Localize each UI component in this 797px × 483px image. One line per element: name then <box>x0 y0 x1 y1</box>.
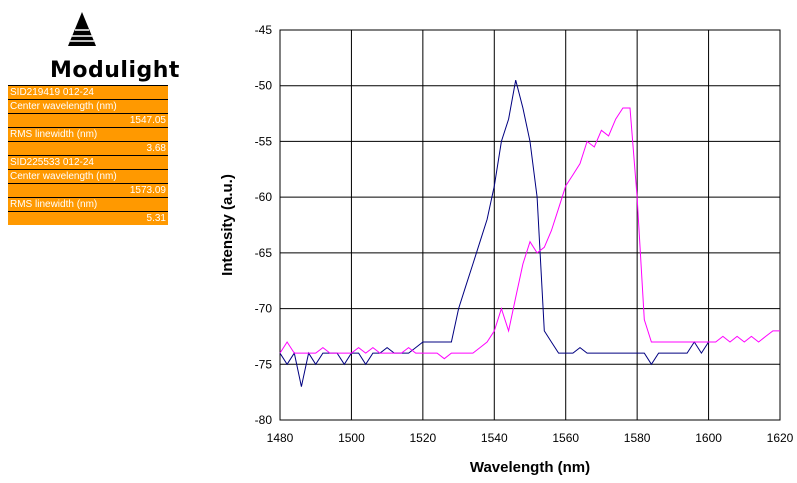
info-row: Center wavelength (nm) <box>8 99 168 114</box>
info-row: Center wavelength (nm) <box>8 169 168 184</box>
logo-text: Modulight <box>50 58 180 83</box>
y-tick-label: -60 <box>255 190 273 204</box>
x-axis-label: Wavelength (nm) <box>470 459 590 476</box>
info-cell: Center wavelength (nm) <box>8 169 168 184</box>
info-row: 1547.05 <box>8 113 168 128</box>
info-cell: 1547.05 <box>8 113 168 128</box>
info-cell: 5.31 <box>8 211 168 225</box>
y-tick-label: -50 <box>255 79 273 93</box>
info-cell: 3.68 <box>8 141 168 156</box>
info-row: 1573.09 <box>8 183 168 198</box>
info-table: SID219419 012-24 Center wavelength (nm) 15… <box>8 85 168 225</box>
x-tick-label: 1520 <box>410 431 437 445</box>
info-cell: Center wavelength (nm) <box>8 99 168 114</box>
info-row: 5.31 <box>8 211 168 225</box>
info-row: SID219419 012-24 <box>8 85 168 100</box>
series-line-2 <box>279 107 780 360</box>
y-axis-label: Intensity (a.u.) <box>219 174 236 276</box>
info-row: 3.68 <box>8 141 168 156</box>
info-row: SID225533 012-24 <box>8 155 168 170</box>
info-row: RMS linewidth (nm) <box>8 127 168 142</box>
y-tick-label: -55 <box>255 134 273 148</box>
info-cell: RMS linewidth (nm) <box>8 127 168 142</box>
plot-frame <box>279 29 781 421</box>
y-tick-label: -70 <box>255 302 273 316</box>
y-tick-label: -75 <box>255 357 273 371</box>
info-cell: RMS linewidth (nm) <box>8 197 168 212</box>
pyramid-logo-icon <box>68 12 96 46</box>
info-cell: SID219419 012-24 <box>8 85 168 100</box>
info-row: RMS linewidth (nm) <box>8 197 168 212</box>
y-tick-label: -65 <box>255 246 273 260</box>
x-tick-label: 1580 <box>624 431 651 445</box>
x-tick-label: 1480 <box>267 431 294 445</box>
x-tick-label: 1600 <box>695 431 722 445</box>
info-cell: 1573.09 <box>8 183 168 198</box>
modulight-logo: Modulight <box>20 10 179 85</box>
x-tick-label: 1500 <box>338 431 365 445</box>
y-tick-label: -45 <box>255 23 273 37</box>
x-tick-label: 1620 <box>767 431 794 445</box>
info-cell: SID225533 012-24 <box>8 155 168 170</box>
y-tick-label: -80 <box>255 413 273 427</box>
x-tick-label: 1540 <box>481 431 508 445</box>
x-tick-label: 1560 <box>552 431 579 445</box>
